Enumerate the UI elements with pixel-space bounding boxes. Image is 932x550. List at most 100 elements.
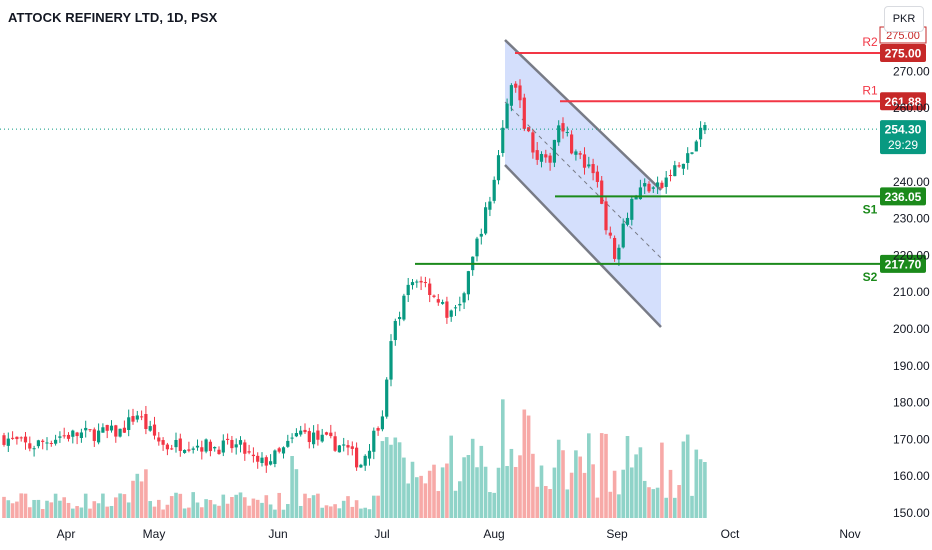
volume-bar bbox=[470, 438, 475, 518]
candle-body bbox=[634, 196, 638, 200]
volume-bar bbox=[243, 497, 247, 518]
candle-body bbox=[36, 440, 40, 447]
candle-body bbox=[294, 433, 298, 437]
candle-body bbox=[385, 379, 389, 417]
volume-bar bbox=[518, 455, 522, 518]
volume-bar bbox=[625, 435, 630, 518]
candle-body bbox=[350, 446, 354, 449]
candle-body bbox=[170, 448, 174, 450]
volume-bar bbox=[131, 480, 135, 518]
candle-body bbox=[264, 457, 268, 466]
volume-bar bbox=[96, 503, 101, 518]
x-tick-label: Sep bbox=[606, 527, 628, 541]
candle-body bbox=[699, 127, 703, 140]
descending-channel bbox=[504, 39, 662, 328]
level-name: R1 bbox=[862, 83, 878, 97]
volume-bar bbox=[264, 495, 269, 518]
volume-bar bbox=[501, 399, 505, 518]
candle-body bbox=[389, 341, 393, 380]
volume-bar bbox=[303, 493, 307, 518]
candle-body bbox=[475, 238, 479, 257]
candle-body bbox=[109, 425, 114, 431]
volume-bar bbox=[200, 507, 204, 518]
volume-bar bbox=[612, 470, 617, 518]
volume-bar bbox=[45, 500, 49, 518]
volume-bar bbox=[32, 499, 36, 518]
candle-body bbox=[488, 201, 492, 210]
candle-body bbox=[79, 432, 83, 439]
candle-body bbox=[557, 125, 561, 143]
level-price-label: 275.00 bbox=[885, 47, 922, 61]
volume-bar bbox=[333, 504, 337, 518]
candle-body bbox=[621, 223, 625, 248]
volume-bar bbox=[427, 470, 432, 518]
volume-bar bbox=[260, 502, 264, 518]
volume-bars bbox=[2, 399, 707, 518]
candle-body bbox=[445, 301, 449, 318]
candle-body bbox=[187, 449, 191, 451]
candle-body bbox=[372, 430, 376, 452]
volume-bar bbox=[320, 507, 324, 518]
volume-bar bbox=[161, 509, 165, 518]
candle-body bbox=[140, 416, 144, 418]
level-price-tag bbox=[880, 92, 926, 111]
candle-body bbox=[6, 438, 10, 446]
candle-body bbox=[148, 426, 152, 431]
candle-body bbox=[66, 434, 71, 439]
x-tick-label: Oct bbox=[721, 527, 740, 541]
candle-body bbox=[617, 247, 621, 260]
candle-body bbox=[694, 141, 698, 152]
volume-bar bbox=[539, 465, 544, 518]
candle-body bbox=[303, 429, 307, 433]
candle-body bbox=[518, 85, 522, 101]
y-tick-label: 220.00 bbox=[893, 248, 930, 262]
candle-body bbox=[273, 450, 277, 464]
candle-body bbox=[496, 155, 501, 181]
candle-body bbox=[608, 232, 612, 236]
candle-body bbox=[656, 182, 660, 187]
level-price-label: 217.70 bbox=[885, 257, 922, 271]
volume-bar bbox=[505, 466, 509, 518]
currency-button[interactable]: PKR bbox=[884, 6, 924, 32]
volume-bar bbox=[578, 456, 582, 518]
level-name: S2 bbox=[863, 270, 878, 284]
candle-body bbox=[531, 132, 535, 153]
volume-bar bbox=[466, 455, 471, 518]
chart-title: ATTOCK REFINERY LTD, 1D, PSX bbox=[8, 10, 218, 25]
candle-body bbox=[152, 424, 157, 436]
volume-bar bbox=[23, 493, 28, 518]
volume-bar bbox=[273, 509, 277, 518]
candle-body bbox=[54, 439, 58, 444]
volume-bar bbox=[402, 457, 406, 518]
candle-body bbox=[651, 187, 655, 189]
candle-body bbox=[673, 165, 677, 177]
candle-body bbox=[290, 437, 294, 439]
volume-bar bbox=[677, 485, 681, 518]
candle-body bbox=[449, 310, 453, 317]
y-tick-label: 200.00 bbox=[893, 322, 930, 336]
volume-bar bbox=[277, 492, 281, 518]
volume-bar bbox=[238, 492, 243, 518]
candle-body bbox=[613, 237, 617, 259]
volume-bar bbox=[2, 496, 6, 518]
candle-body bbox=[144, 414, 148, 430]
candle-body bbox=[630, 198, 634, 220]
volume-bar bbox=[397, 442, 402, 518]
candle-body bbox=[505, 103, 509, 129]
candle-body bbox=[71, 430, 75, 437]
candle-body bbox=[161, 440, 165, 445]
volume-bar bbox=[139, 481, 144, 518]
volume-bar bbox=[367, 509, 372, 518]
level-price-label: 261.88 bbox=[885, 95, 922, 109]
x-tick-label: Nov bbox=[839, 527, 860, 541]
candle-body bbox=[41, 440, 45, 442]
candle-body bbox=[591, 164, 595, 174]
volume-bar bbox=[552, 467, 557, 518]
candle-body bbox=[256, 455, 260, 462]
volume-bar bbox=[79, 507, 84, 518]
candle-body bbox=[131, 416, 135, 422]
candle-body bbox=[316, 430, 320, 440]
time-axis: Apr May Jun Jul Aug Sep Oct Nov bbox=[57, 527, 861, 541]
